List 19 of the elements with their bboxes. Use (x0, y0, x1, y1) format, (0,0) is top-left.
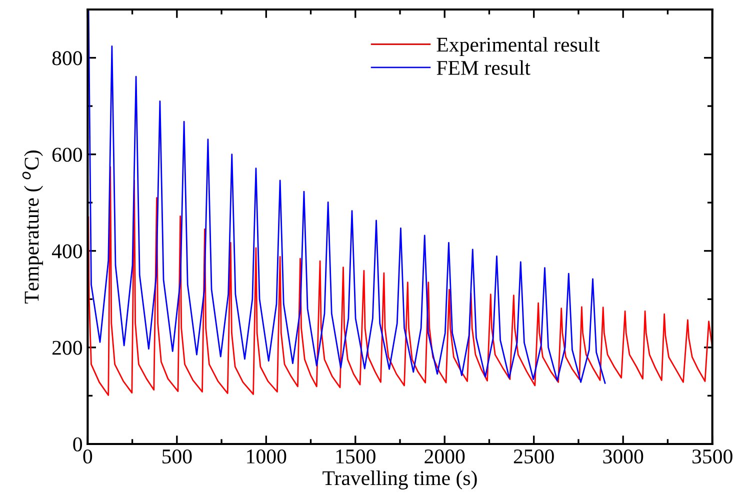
y-tick-label: 0 (73, 437, 82, 452)
y-axis-title: Temperature ( $^{o}$C) (22, 150, 43, 304)
y-tick-label: 600 (52, 148, 82, 162)
x-tick-label: 0 (83, 449, 92, 464)
x-tick-label: 2500 (514, 449, 554, 464)
line-series (88, 10, 606, 384)
y-tick-label: 800 (52, 51, 82, 66)
x-tick-label: 2000 (424, 449, 465, 464)
x-axis-title: Travelling time (s) (322, 470, 477, 490)
x-tick-label: 1000 (247, 449, 286, 464)
line-series (88, 166, 712, 396)
legend-label: FEM result (436, 60, 530, 75)
y-tick-label: 400 (52, 244, 82, 258)
x-tick-label: 500 (162, 449, 192, 464)
y-tick-label: 200 (52, 340, 82, 355)
x-tick-label: 3500 (692, 449, 732, 464)
x-tick-label: 3000 (603, 449, 644, 464)
legend-label: Experimental result (436, 37, 600, 56)
x-tick-label: 1500 (336, 449, 376, 464)
